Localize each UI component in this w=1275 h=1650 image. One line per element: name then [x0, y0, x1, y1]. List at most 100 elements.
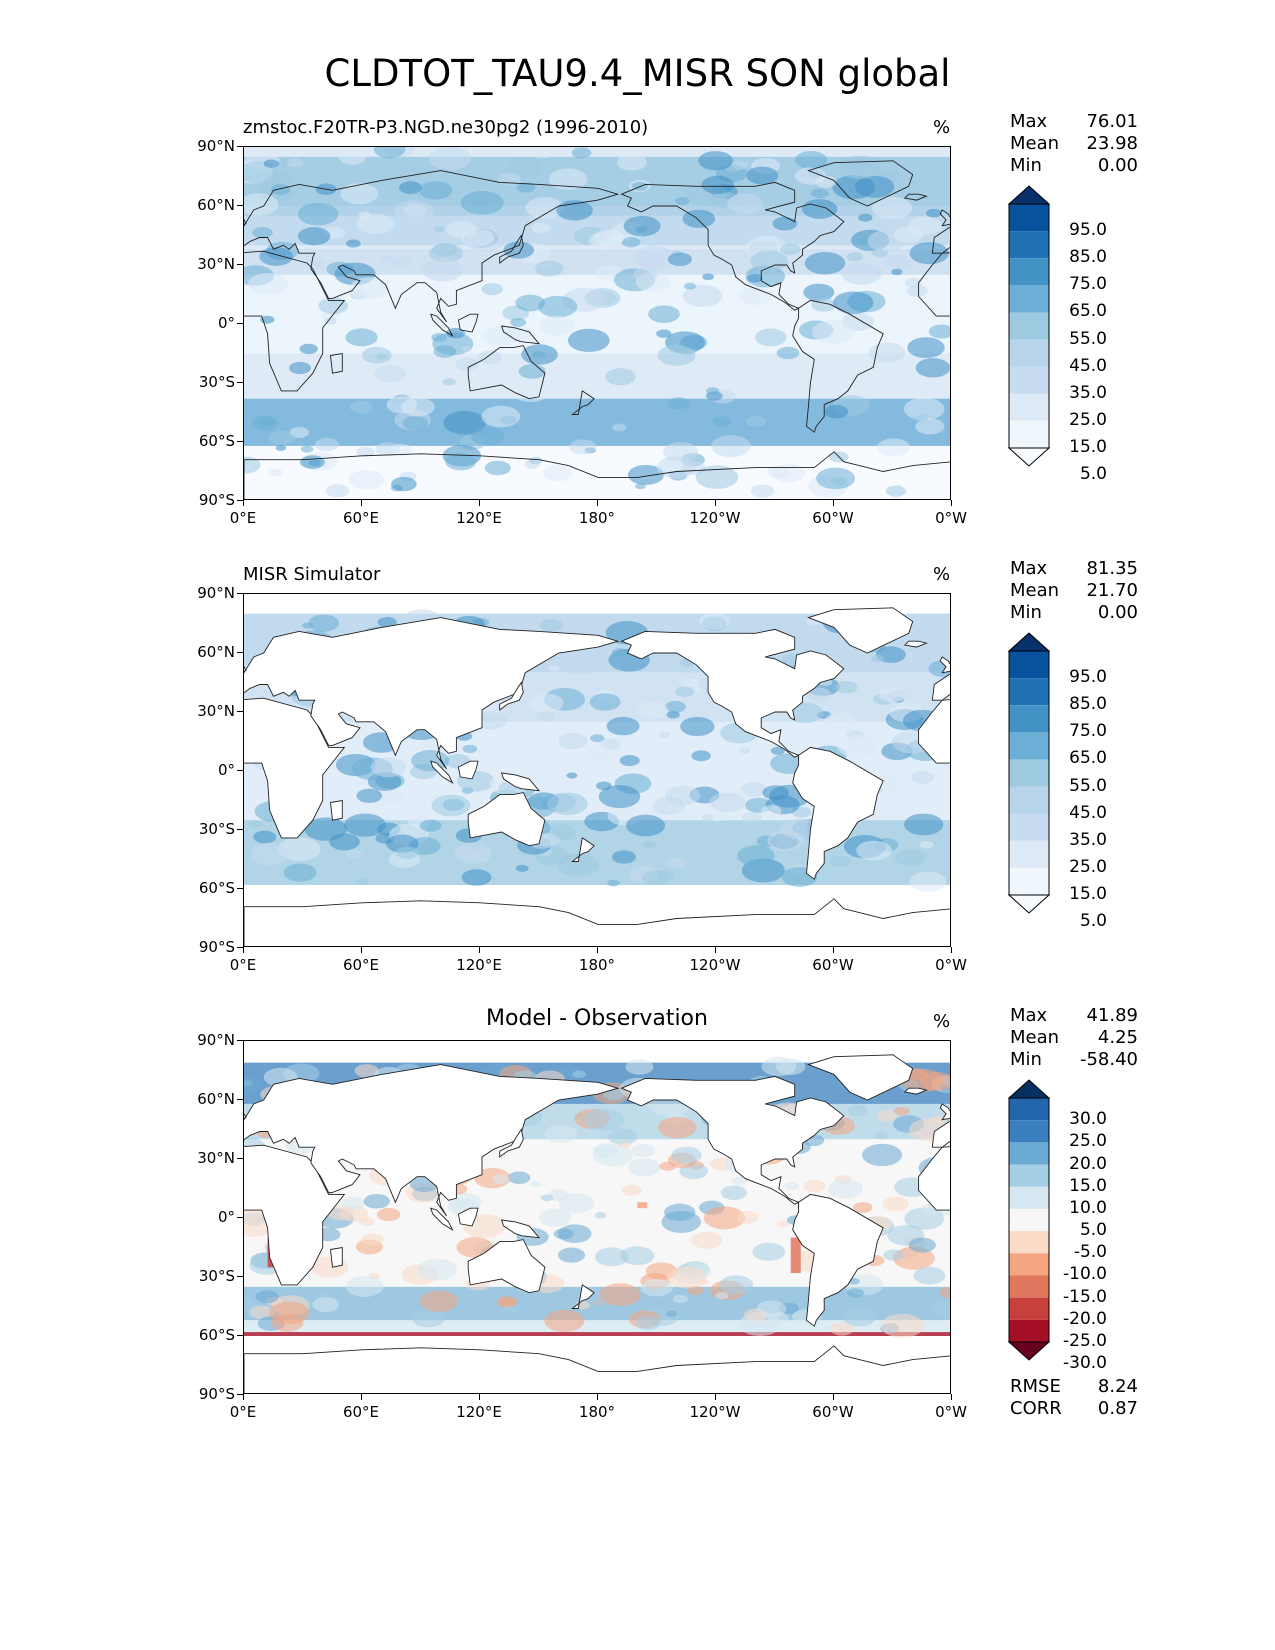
- field-patch: [926, 208, 942, 218]
- field-patch: [737, 845, 775, 867]
- colorbar-segment: [1009, 813, 1049, 841]
- field-patch: [460, 190, 504, 215]
- field-patch: [538, 295, 578, 318]
- field-patch: [875, 760, 901, 775]
- field-patch: [619, 755, 640, 767]
- stat-value: 76.01: [1086, 111, 1138, 132]
- coastline-japan: [499, 681, 524, 711]
- field-patch: [880, 1313, 925, 1338]
- colorbar-segment: [1009, 420, 1049, 448]
- colorbar-tick-label: 55.0: [1069, 775, 1107, 796]
- field-patch: [529, 456, 543, 465]
- field-patch: [611, 850, 636, 864]
- field-patch: [746, 273, 763, 283]
- metric-value: 0.87: [1097, 1398, 1138, 1419]
- stat-value: 23.98: [1086, 133, 1138, 154]
- field-patch: [741, 812, 762, 824]
- field-patch: [275, 444, 287, 452]
- field-patch: [558, 1224, 592, 1243]
- field-patch: [701, 175, 735, 195]
- coastline-japan: [499, 234, 524, 264]
- field-patch: [376, 1207, 401, 1222]
- field-patch: [884, 254, 913, 271]
- so-edge-band: [244, 1320, 950, 1333]
- field-patch: [359, 1217, 375, 1227]
- colorbar-container: [1007, 631, 1051, 919]
- field-patch: [470, 426, 505, 446]
- field-patch: [720, 1185, 747, 1201]
- field-patch: [894, 848, 926, 866]
- field-patch: [858, 213, 873, 222]
- field-patch: [698, 151, 733, 171]
- field-patch: [752, 1242, 786, 1261]
- coastline-namerica: [620, 1075, 845, 1205]
- colorbar-tick-label: 25.0: [1069, 409, 1107, 430]
- colorbar-tick-label: 30.0: [1069, 1109, 1107, 1130]
- field-patch: [399, 181, 422, 194]
- stats-block: Max 76.01 Mean 23.98 Min 0.00: [1010, 111, 1138, 177]
- field-patch: [431, 333, 448, 342]
- colorbar-tick-label: 35.0: [1069, 829, 1107, 850]
- coastline-greenland: [807, 1054, 914, 1101]
- field-patch: [526, 147, 560, 159]
- field-patch: [461, 869, 492, 886]
- colorbar-tick-label: -15.0: [1063, 1286, 1107, 1307]
- field-patch: [780, 243, 801, 255]
- field-patch: [883, 1249, 904, 1261]
- stat-label: Mean: [1010, 1027, 1060, 1048]
- coastline-eurasia: [244, 617, 620, 770]
- colorbar-tick-label: 20.0: [1069, 1153, 1107, 1174]
- figure-title: CLDTOT_TAU9.4_MISR SON global: [324, 52, 951, 95]
- lat-tick-label: 90°S: [198, 1385, 235, 1403]
- field-patch: [269, 1301, 310, 1325]
- field-patch: [299, 343, 318, 355]
- colorbar-outline: [1008, 1097, 1050, 1343]
- colorbar-segment: [1009, 1297, 1049, 1320]
- field-patch: [687, 1286, 704, 1296]
- colorbar-container: [1007, 184, 1051, 472]
- field-patch: [665, 1310, 678, 1317]
- field-patch: [478, 350, 502, 364]
- lon-tick-label: 0°W: [935, 956, 967, 974]
- colorbar-extend-min: [1007, 1341, 1051, 1361]
- field-patch: [882, 1196, 910, 1212]
- field-patch: [510, 318, 527, 327]
- field-patch: [569, 439, 597, 455]
- coastline-africa: [244, 250, 346, 392]
- colorbar-segment: [1009, 1253, 1049, 1276]
- field-patch: [761, 805, 782, 817]
- field-patch: [544, 1124, 578, 1144]
- no-data-north: [244, 594, 950, 614]
- colorbar-tick-label: 95.0: [1069, 667, 1107, 688]
- field-patch: [642, 840, 656, 849]
- field-patch: [903, 397, 945, 421]
- colorbar-tick-label: 5.0: [1079, 911, 1107, 932]
- field-patch: [856, 840, 892, 861]
- coastline-newzealand: [571, 390, 595, 415]
- colorbar-tick-label: 65.0: [1069, 748, 1107, 769]
- field-patch: [259, 247, 294, 266]
- field-patch: [680, 677, 699, 688]
- field-patch: [656, 456, 696, 479]
- field-patch: [903, 813, 944, 836]
- field-patch: [673, 365, 713, 388]
- colorbar-tick-label: 10.0: [1069, 1197, 1107, 1218]
- colorbar-segment: [1009, 678, 1049, 706]
- colorbar: [1007, 632, 1051, 914]
- field-patch: [750, 250, 789, 272]
- field-patch: [507, 1171, 531, 1184]
- stat-row: Min 0.00: [1010, 602, 1138, 624]
- field-patch: [443, 410, 487, 435]
- panel-title: MISR Simulator: [243, 564, 381, 585]
- field-patch: [417, 1258, 458, 1281]
- lat-tick-mark: [237, 1276, 243, 1277]
- lat-tick-label: 90°N: [197, 137, 235, 155]
- map-plot: [243, 1040, 951, 1394]
- colorbar-segment: [1009, 1319, 1049, 1342]
- colorbar-tick-label: 75.0: [1069, 721, 1107, 742]
- field-patch: [715, 1291, 729, 1300]
- field-layer: [244, 147, 950, 499]
- field-patch: [557, 1247, 586, 1263]
- field-patch: [312, 1297, 340, 1313]
- stat-label: Mean: [1010, 580, 1060, 601]
